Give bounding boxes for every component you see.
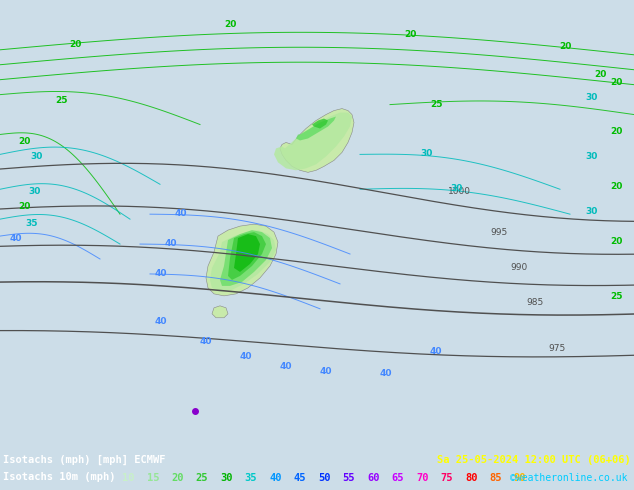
Polygon shape <box>280 109 354 172</box>
Polygon shape <box>274 113 352 171</box>
Text: 990: 990 <box>510 264 527 272</box>
Text: 20: 20 <box>18 202 30 211</box>
Text: 55: 55 <box>342 473 355 483</box>
Text: 80: 80 <box>465 473 477 483</box>
Text: 30: 30 <box>420 149 432 158</box>
Text: 30: 30 <box>585 93 597 101</box>
Text: 25: 25 <box>195 473 208 483</box>
Text: 20: 20 <box>610 127 623 137</box>
Text: 40: 40 <box>430 346 443 356</box>
Polygon shape <box>296 117 336 141</box>
Text: 30: 30 <box>28 187 41 196</box>
Text: 975: 975 <box>548 344 566 353</box>
Polygon shape <box>234 234 260 272</box>
Text: 20: 20 <box>610 78 623 87</box>
Polygon shape <box>210 230 276 292</box>
Text: Isotachs 10m (mph): Isotachs 10m (mph) <box>3 472 115 482</box>
Text: 20: 20 <box>559 42 571 51</box>
Text: 40: 40 <box>380 368 392 378</box>
Text: 20: 20 <box>18 137 30 147</box>
Text: 20: 20 <box>594 70 606 79</box>
Text: 50: 50 <box>318 473 330 483</box>
Text: 40: 40 <box>155 269 167 278</box>
Text: 85: 85 <box>489 473 502 483</box>
Text: 40: 40 <box>320 367 332 375</box>
Text: Sa 25-05-2024 12:00 UTC (06+06): Sa 25-05-2024 12:00 UTC (06+06) <box>437 455 631 465</box>
Text: 20: 20 <box>69 40 81 49</box>
Text: 35: 35 <box>245 473 257 483</box>
Text: 20: 20 <box>404 30 416 39</box>
Polygon shape <box>312 119 328 128</box>
Text: 40: 40 <box>280 362 292 370</box>
Text: 25: 25 <box>430 99 443 109</box>
Text: 40: 40 <box>165 239 178 248</box>
Text: 20: 20 <box>224 21 236 29</box>
Text: 985: 985 <box>526 298 543 307</box>
Text: 1000: 1000 <box>448 187 471 196</box>
Text: 35: 35 <box>25 219 37 228</box>
Text: 40: 40 <box>269 473 281 483</box>
Text: 40: 40 <box>175 209 188 218</box>
Text: 40: 40 <box>10 234 22 243</box>
Text: 995: 995 <box>490 227 507 237</box>
Polygon shape <box>212 306 228 318</box>
Text: 30: 30 <box>585 207 597 216</box>
Text: 90: 90 <box>514 473 526 483</box>
Text: 30: 30 <box>450 184 462 193</box>
Text: 25: 25 <box>610 292 623 301</box>
Text: 25: 25 <box>55 96 67 104</box>
Text: 65: 65 <box>392 473 404 483</box>
Text: 40: 40 <box>240 352 252 361</box>
Text: 20: 20 <box>171 473 183 483</box>
Text: 40: 40 <box>200 337 212 345</box>
Polygon shape <box>228 232 266 280</box>
Text: 75: 75 <box>441 473 453 483</box>
Text: 70: 70 <box>416 473 429 483</box>
Polygon shape <box>220 230 272 286</box>
Text: ©weatheronline.co.uk: ©weatheronline.co.uk <box>510 473 628 483</box>
Text: 30: 30 <box>585 152 597 161</box>
Text: 30: 30 <box>30 152 42 161</box>
Text: 40: 40 <box>155 317 167 326</box>
Text: 30: 30 <box>220 473 233 483</box>
Text: 45: 45 <box>294 473 306 483</box>
Text: 10: 10 <box>122 473 134 483</box>
Text: 60: 60 <box>367 473 380 483</box>
Text: 15: 15 <box>146 473 159 483</box>
Text: 20: 20 <box>610 237 623 246</box>
Polygon shape <box>206 224 278 296</box>
Text: Isotachs (mph) [mph] ECMWF: Isotachs (mph) [mph] ECMWF <box>3 455 165 466</box>
Text: 20: 20 <box>610 182 623 191</box>
